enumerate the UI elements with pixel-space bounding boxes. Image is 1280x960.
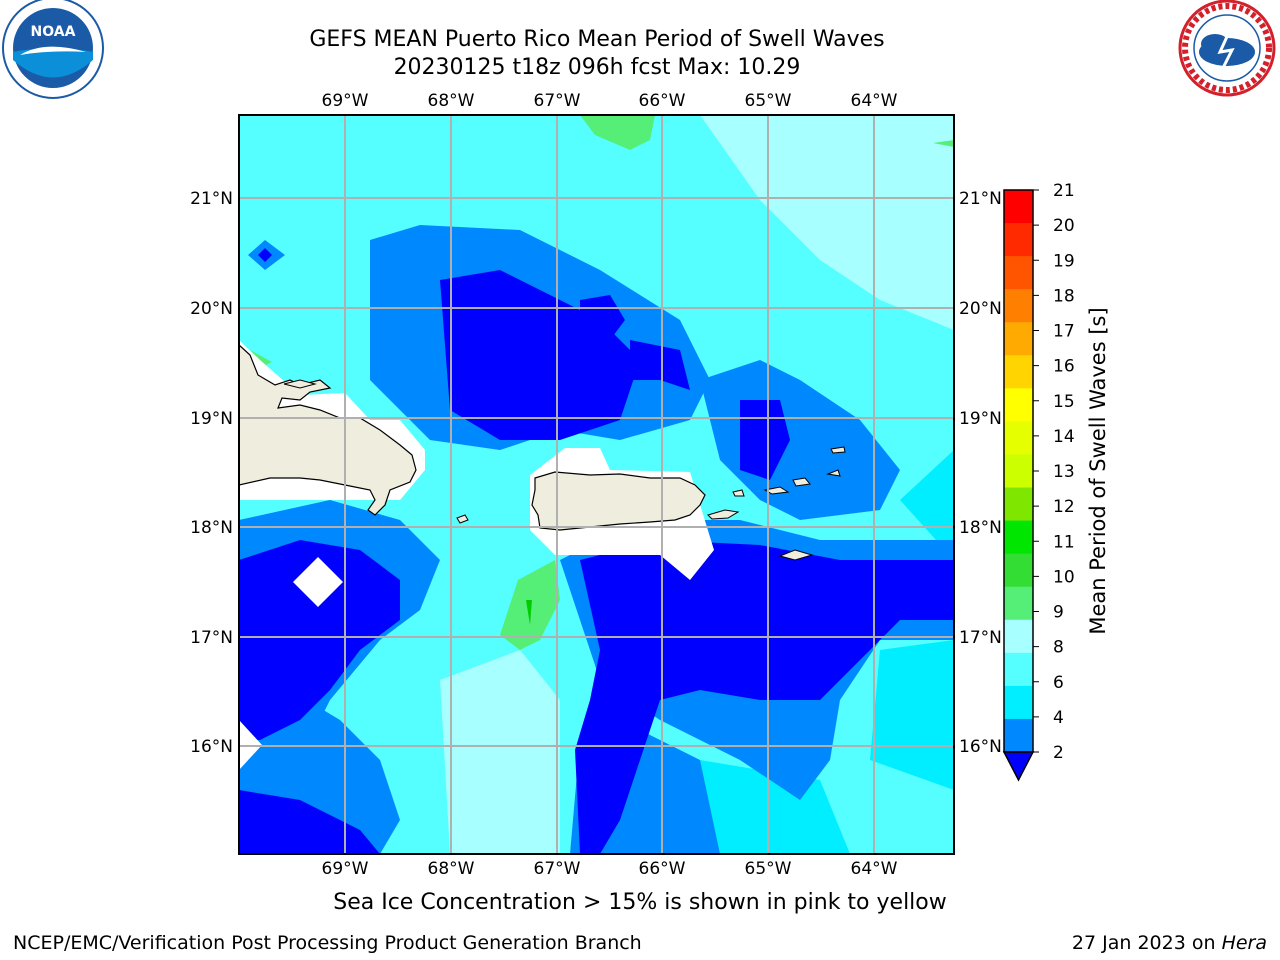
colorbar-tick-label: 16 — [1053, 357, 1075, 377]
colorbar-tick-label: 20 — [1053, 216, 1075, 236]
map-frame — [238, 114, 955, 855]
colorbar-tick-label: 9 — [1053, 603, 1064, 623]
lat-label: 21°N — [959, 189, 1002, 209]
colorbar-swatch — [1004, 223, 1033, 257]
colorbar-swatch — [1004, 388, 1033, 422]
colorbar-tick-label: 11 — [1053, 532, 1075, 552]
colorbar-swatch — [1004, 355, 1033, 389]
lat-label: 19°N — [959, 409, 1002, 429]
lat-label: 18°N — [959, 518, 1002, 538]
noaa-logo-text: NOAA — [31, 24, 76, 40]
lat-label: 20°N — [190, 299, 233, 319]
lon-label: 65°W — [745, 859, 792, 879]
colorbar-swatch — [1004, 586, 1033, 621]
lon-label: 69°W — [322, 91, 369, 111]
lon-label: 67°W — [534, 859, 581, 879]
lon-label: 69°W — [322, 859, 369, 879]
colorbar-swatch — [1004, 619, 1033, 654]
lat-label: 21°N — [190, 189, 233, 209]
lon-label: 65°W — [745, 91, 792, 111]
colorbar-swatch — [1004, 454, 1033, 489]
colorbar-extend-triangle — [1002, 751, 1035, 782]
lon-label: 68°W — [428, 91, 475, 111]
colorbar-tick-label: 13 — [1053, 462, 1075, 482]
lat-label: 17°N — [959, 628, 1002, 648]
sea-ice-note: Sea Ice Concentration > 15% is shown in … — [333, 890, 947, 915]
lat-label: 16°N — [959, 737, 1002, 757]
colorbar-swatch — [1004, 718, 1033, 753]
footer-date: 27 Jan 2023 on Hera — [1072, 932, 1267, 954]
colorbar-tick-label: 8 — [1053, 638, 1064, 658]
lon-label: 64°W — [851, 859, 898, 879]
colorbar-tick-label: 21 — [1053, 181, 1075, 201]
colorbar-tick-label: 6 — [1053, 673, 1064, 693]
colorbar-tick-label: 4 — [1053, 708, 1064, 728]
footer-date-text: 27 Jan 2023 on — [1071, 932, 1222, 954]
colorbar-swatch — [1004, 553, 1033, 588]
colorbar-swatch — [1004, 652, 1033, 687]
chart-subtitle: 20230125 t18z 096h fcst Max: 10.29 — [393, 55, 801, 80]
lon-labels-bottom: 69°W 68°W 67°W 66°W 65°W 64°W — [322, 859, 898, 879]
colorbar-swatch — [1004, 487, 1033, 522]
colorbar-tick-label: 15 — [1053, 392, 1075, 412]
colorbar-swatch — [1004, 421, 1033, 455]
lon-label: 64°W — [851, 91, 898, 111]
lat-label: 19°N — [190, 409, 233, 429]
colorbar: 21 20 19 18 17 16 15 14 13 12 11 10 9 8 6 4 2 — [1002, 181, 1075, 782]
colorbar-swatch — [1004, 289, 1033, 323]
colorbar-tick-label: 10 — [1053, 567, 1075, 587]
map-gridlines — [239, 115, 954, 854]
lon-label: 67°W — [534, 91, 581, 111]
colorbar-tick-label: 12 — [1053, 497, 1075, 517]
footer-credit: NCEP/EMC/Verification Post Processing Pr… — [13, 932, 642, 954]
lon-labels-top: 69°W 68°W 67°W 66°W 65°W 64°W — [322, 91, 898, 111]
noaa-logo: NOAA — [2, 0, 104, 99]
colorbar-swatch — [1004, 256, 1033, 290]
colorbar-swatch — [1004, 190, 1033, 224]
colorbar-tick-label: 19 — [1053, 251, 1075, 271]
lon-label: 68°W — [428, 859, 475, 879]
colorbar-tick-label: 14 — [1053, 427, 1075, 447]
lat-labels-left: 21°N 20°N 19°N 18°N 17°N 16°N — [190, 189, 233, 757]
colorbar-swatch — [1004, 520, 1033, 555]
lat-label: 17°N — [190, 628, 233, 648]
lon-label: 66°W — [639, 859, 686, 879]
colorbar-tick-label: 2 — [1053, 743, 1064, 763]
nws-logo — [1178, 0, 1276, 97]
lat-label: 20°N — [959, 299, 1002, 319]
colorbar-label: Mean Period of Swell Waves [s] — [1086, 307, 1110, 634]
lat-labels-right: 21°N 20°N 19°N 18°N 17°N 16°N — [959, 189, 1002, 757]
colorbar-tick-label: 18 — [1053, 286, 1075, 306]
lat-label: 16°N — [190, 737, 233, 757]
swell-period-field — [239, 115, 954, 854]
chart-title: GEFS MEAN Puerto Rico Mean Period of Swe… — [309, 27, 885, 52]
colorbar-tick-label: 17 — [1053, 322, 1075, 342]
lon-label: 66°W — [639, 91, 686, 111]
lat-label: 18°N — [190, 518, 233, 538]
footer-host: Hera — [1221, 932, 1267, 954]
colorbar-swatch — [1004, 322, 1033, 356]
colorbar-swatch — [1004, 685, 1033, 720]
